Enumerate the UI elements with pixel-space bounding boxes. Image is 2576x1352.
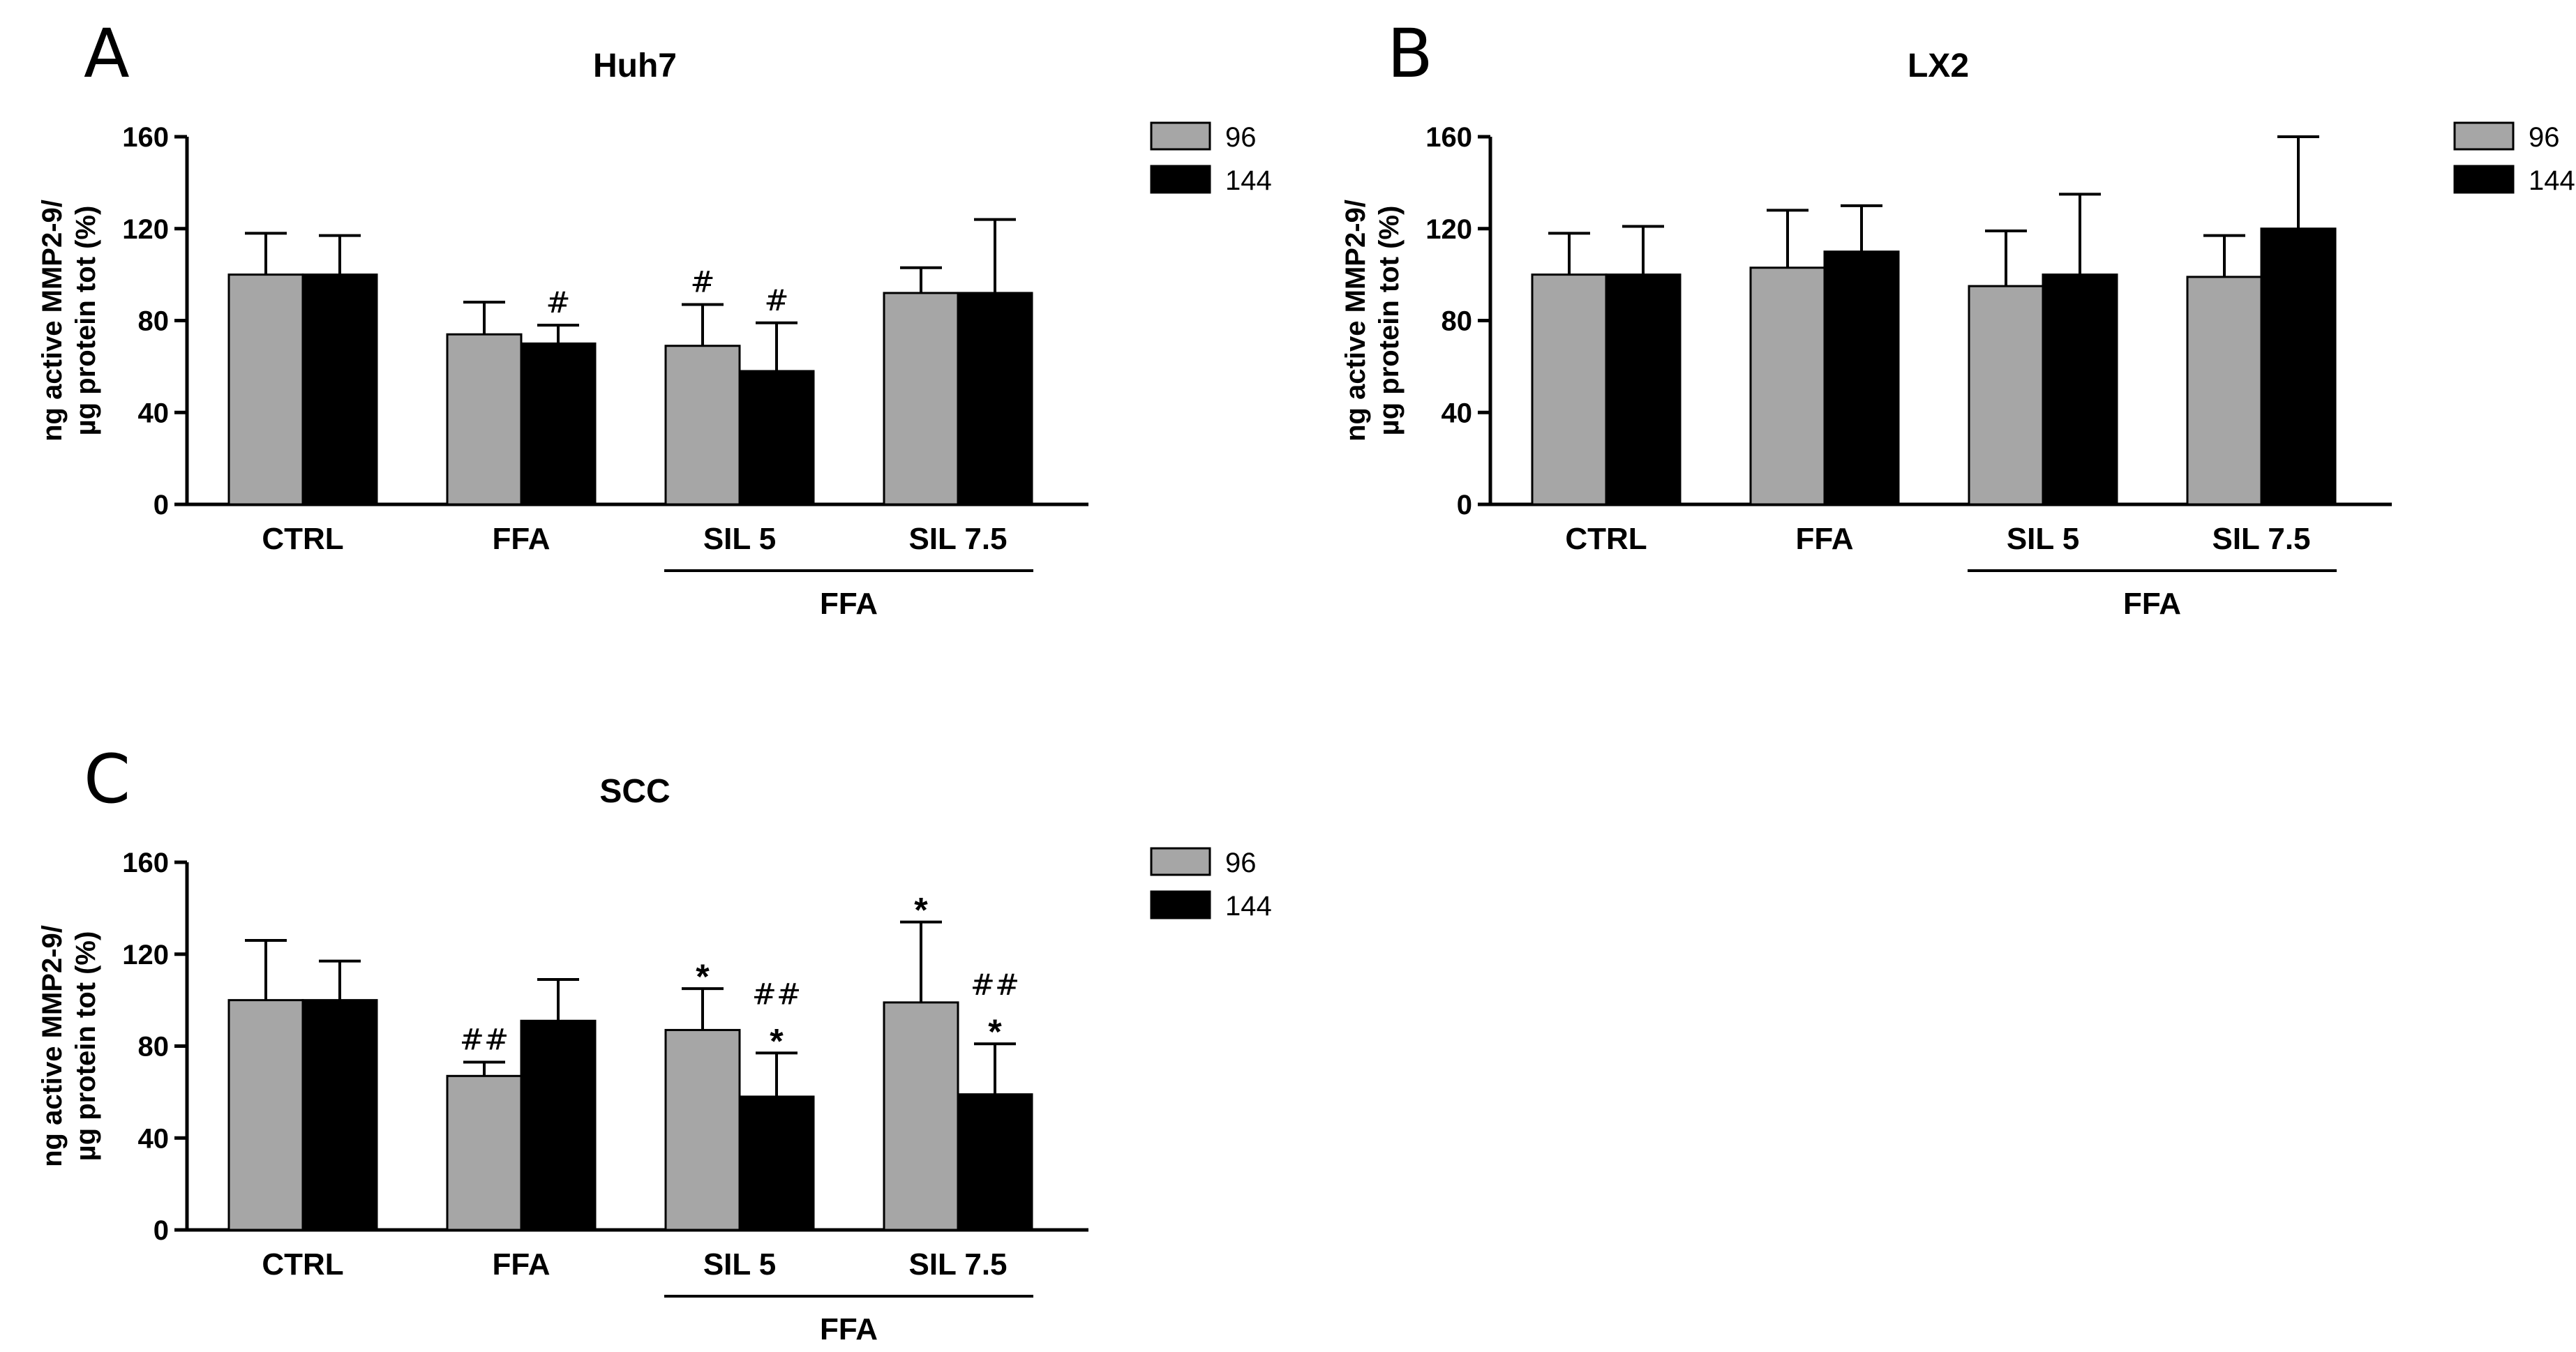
significance-marker: # bbox=[546, 285, 570, 320]
significance-marker: # bbox=[764, 283, 788, 317]
x-tick-label: CTRL bbox=[262, 1247, 343, 1282]
bar-96-2 bbox=[1968, 285, 2044, 506]
bar-144-0 bbox=[301, 273, 378, 506]
significance-marker: * bbox=[988, 1012, 1002, 1051]
x-tick-label: SIL 5 bbox=[703, 522, 776, 556]
group-label: FFA bbox=[2123, 587, 2181, 621]
panel-title: Huh7 bbox=[593, 47, 677, 84]
y-axis-label-line1: ng active MMP2-9/ bbox=[37, 200, 68, 442]
bar-144-1 bbox=[1823, 250, 1900, 506]
significance-marker: * bbox=[770, 1021, 784, 1060]
legend-swatch-144 bbox=[1150, 890, 1211, 919]
legend-label-144: 144 bbox=[1225, 165, 1272, 196]
panel-title: SCC bbox=[599, 773, 670, 810]
bar-96-3 bbox=[883, 292, 959, 506]
bar-96-3 bbox=[2186, 276, 2263, 506]
legend-swatch-96 bbox=[1150, 121, 1211, 151]
y-axis-label: ng active MMP2-9/µg protein tot (%) bbox=[1340, 200, 1405, 442]
y-tick-label: 40 bbox=[138, 398, 170, 428]
y-axis-label: ng active MMP2-9/µg protein tot (%) bbox=[37, 200, 101, 442]
legend-swatch-144 bbox=[1150, 165, 1211, 194]
y-tick-label: 160 bbox=[122, 848, 169, 878]
x-tick-label: FFA bbox=[492, 1247, 550, 1282]
bar-144-0 bbox=[1605, 273, 1682, 506]
bar-144-0 bbox=[301, 999, 378, 1231]
x-tick-label: SIL 7.5 bbox=[908, 522, 1007, 556]
y-tick-label: 120 bbox=[122, 214, 169, 245]
bar-144-2 bbox=[738, 370, 815, 506]
bar-144-2 bbox=[738, 1095, 815, 1231]
y-tick-label: 120 bbox=[1425, 214, 1472, 245]
bar-96-0 bbox=[227, 273, 304, 506]
panel-letter: C bbox=[84, 740, 130, 818]
bar-144-3 bbox=[2260, 227, 2337, 506]
legend-label-144: 144 bbox=[1225, 891, 1272, 922]
y-axis-label-line2: µg protein tot (%) bbox=[70, 206, 101, 436]
significance-marker: * bbox=[914, 891, 928, 930]
bar-96-1 bbox=[1749, 266, 1826, 506]
y-tick-label: 80 bbox=[138, 306, 170, 337]
x-tick-label: CTRL bbox=[262, 522, 343, 556]
group-label: FFA bbox=[820, 1312, 878, 1346]
y-axis-label: ng active MMP2-9/µg protein tot (%) bbox=[37, 925, 101, 1167]
x-tick-label: FFA bbox=[492, 522, 550, 556]
y-tick-label: 80 bbox=[138, 1032, 170, 1062]
bar-96-3 bbox=[883, 1001, 959, 1231]
y-axis-label-line1: ng active MMP2-9/ bbox=[37, 925, 68, 1167]
legend-swatch-96 bbox=[1150, 847, 1211, 876]
bar-96-1 bbox=[446, 1074, 523, 1231]
bar-96-0 bbox=[1531, 273, 1608, 506]
x-tick-label: SIL 5 bbox=[703, 1247, 776, 1282]
significance-marker: ## bbox=[752, 977, 801, 1011]
y-axis-label-line2: µg protein tot (%) bbox=[1374, 206, 1405, 436]
group-label: FFA bbox=[820, 587, 878, 621]
legend-label-144: 144 bbox=[2529, 165, 2575, 196]
y-tick-label: 80 bbox=[1441, 306, 1473, 337]
significance-marker: ## bbox=[460, 1023, 509, 1057]
x-tick-label: SIL 7.5 bbox=[908, 1247, 1007, 1282]
y-tick-label: 120 bbox=[122, 940, 169, 970]
bar-144-1 bbox=[520, 1019, 597, 1231]
legend-swatch-144 bbox=[2453, 165, 2515, 194]
legend-label-96: 96 bbox=[2529, 122, 2560, 153]
y-tick-label: 160 bbox=[122, 122, 169, 153]
panel-C: C SCC ng active MMP2-9/µg protein tot (%) 0… bbox=[37, 740, 1272, 1346]
bar-96-1 bbox=[446, 333, 523, 506]
bar-96-0 bbox=[227, 999, 304, 1231]
bar-144-3 bbox=[957, 292, 1033, 506]
y-tick-label: 0 bbox=[153, 1215, 169, 1246]
significance-marker: # bbox=[690, 264, 714, 299]
y-tick-label: 40 bbox=[138, 1123, 170, 1154]
panel-letter: A bbox=[84, 15, 130, 93]
bar-144-2 bbox=[2042, 273, 2118, 506]
legend-label-96: 96 bbox=[1225, 848, 1257, 878]
y-tick-label: 0 bbox=[153, 490, 169, 520]
y-tick-label: 160 bbox=[1425, 122, 1472, 153]
x-tick-label: SIL 7.5 bbox=[2212, 522, 2310, 556]
panel-letter: B bbox=[1387, 15, 1433, 93]
y-axis-label-line2: µg protein tot (%) bbox=[70, 931, 101, 1162]
y-axis-label-line1: ng active MMP2-9/ bbox=[1340, 200, 1371, 442]
bar-144-1 bbox=[520, 342, 597, 506]
bar-96-2 bbox=[664, 1028, 741, 1231]
panel-title: LX2 bbox=[1908, 47, 1969, 84]
panel-A: A Huh7 ng active MMP2-9/µg protein tot (%)… bbox=[37, 15, 1272, 621]
x-tick-label: SIL 5 bbox=[2007, 522, 2079, 556]
legend-swatch-96 bbox=[2453, 121, 2515, 151]
legend-label-96: 96 bbox=[1225, 122, 1257, 153]
panel-B: B LX2 ng active MMP2-9/µg protein tot (%) 0… bbox=[1340, 15, 2575, 621]
y-tick-label: 0 bbox=[1457, 490, 1472, 520]
significance-marker: ## bbox=[971, 968, 1019, 1002]
x-tick-label: FFA bbox=[1795, 522, 1853, 556]
x-tick-label: CTRL bbox=[1565, 522, 1647, 556]
bar-96-2 bbox=[664, 345, 741, 506]
significance-marker: * bbox=[696, 957, 710, 996]
bar-144-3 bbox=[957, 1093, 1033, 1231]
y-tick-label: 40 bbox=[1441, 398, 1473, 428]
